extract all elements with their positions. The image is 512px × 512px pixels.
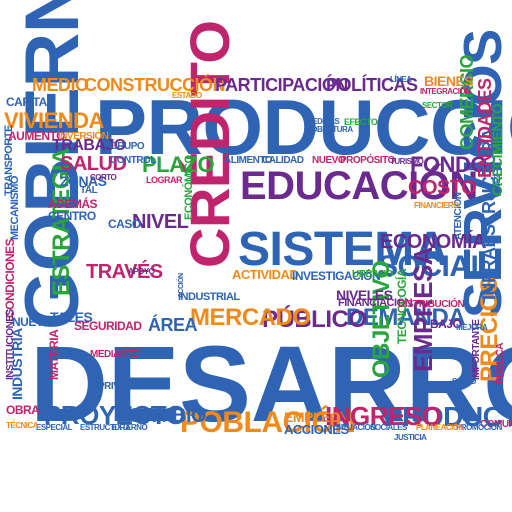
word-seguridad: SEGURIDAD: [74, 319, 142, 333]
word-salud: SALUD: [60, 153, 127, 175]
word-comunidad: COMUNIDAD: [480, 419, 512, 430]
word-promocion: PROMOCIÓN: [456, 423, 502, 432]
word-instituciones: INSTITUCIONES: [5, 309, 16, 380]
word-privado: PRIVADO: [98, 381, 140, 392]
word-trabajo: TRABAJO: [52, 137, 126, 154]
word-financiacion: FINANCIACIÓN: [338, 297, 413, 309]
word-sociales: SOCIALES: [370, 423, 407, 432]
word-investigacion: INVESTIGACIÓN: [292, 269, 381, 283]
word-bajo: BAJO: [430, 317, 462, 331]
word-bienes: BIENES: [424, 73, 474, 89]
word-corto: CORTO: [90, 173, 117, 182]
word-politicas: POLÍTICAS: [326, 75, 418, 95]
word-control: CONTROL: [110, 155, 156, 166]
word-mercado: MERCADO: [190, 304, 311, 331]
word-integracion: INTEGRACIÓN: [420, 87, 471, 96]
word-social: SOCIAL: [378, 250, 489, 283]
word-plazo: PLAZO: [142, 152, 215, 177]
word-publico: PÚBLICO: [262, 306, 367, 333]
word-comercio: COMERCIO: [457, 55, 477, 150]
word-area: ÁREA: [148, 315, 198, 335]
word-economico: ECONÓMICO: [183, 155, 195, 220]
word-ademas: ADEMÁS: [48, 197, 98, 211]
word-inversion: INVERSIÓN: [58, 131, 109, 142]
word-condiciones: CONDICIONES: [3, 238, 17, 318]
word-poblacion: POBLACIÓN: [180, 406, 356, 439]
word-mejora: MEJORA: [456, 323, 488, 332]
word-acciones: ACCIONES: [284, 422, 349, 437]
word-medio: MEDIO: [32, 75, 89, 95]
word-turismo: TURISMO: [390, 157, 424, 166]
word-ingreso: INGRESO: [325, 401, 442, 431]
word-externo: EXTERNO: [112, 423, 148, 432]
word-nivel: NIVEL: [132, 211, 189, 233]
word-tales: TALES: [50, 309, 93, 325]
word-situacion: SITUACIÓN: [336, 423, 376, 432]
word-vez: VEZ: [493, 173, 502, 188]
word-distribucion: DISTRIBUCIÓN: [398, 299, 465, 310]
word-produccion: PRODUCCIÓN: [95, 83, 512, 171]
word-tecnica: TÉCNICA: [6, 421, 39, 430]
word-efecto: EFECTO: [344, 117, 378, 127]
word-atencion: ATENCIÓN: [453, 192, 464, 240]
word-grupo: GRUPO: [110, 141, 145, 152]
word-costo: COSTO: [408, 177, 477, 199]
word-educacion: EDUCACIÓN: [240, 164, 478, 208]
word-justicia: JUSTICIA: [394, 433, 427, 442]
word-caso: CASO: [108, 217, 141, 231]
word-estructura: ESTRUCTURA: [80, 423, 131, 432]
word-linea: LÍNEA: [390, 75, 412, 84]
word-empleo: EMPLEO: [284, 409, 341, 425]
word-credito: CRÉDITO: [178, 20, 241, 269]
word-accion: ACCIÓN: [178, 273, 185, 298]
word-cobertura: COBERTURA: [306, 125, 353, 134]
word-alimento: ALIMENTO: [224, 155, 273, 166]
word-cambio: CAMBIO: [128, 405, 207, 427]
word-demanda: DEMANDA: [346, 304, 466, 331]
word-capital: CAPITAL: [6, 95, 54, 109]
word-mediante: MEDIANTE: [90, 349, 139, 360]
word-economia: ECONOMÍA: [380, 231, 487, 253]
word-nueva: NUEVA: [12, 315, 51, 329]
word-estado: ESTADO: [172, 91, 202, 100]
word-apoyo: APOYO: [128, 267, 155, 276]
word-financiero: FINANCIERO: [414, 201, 459, 210]
word-actividad: ACTIVIDAD: [232, 267, 299, 282]
word-centro: CENTRO: [48, 209, 96, 223]
word-salto: SALTO: [452, 377, 476, 386]
word-industrial: INDUSTRIAL: [178, 291, 240, 303]
word-obra: OBRA: [6, 403, 40, 417]
word-proyecto: PROYECTO: [44, 400, 186, 430]
word-sistema: SISTEMA: [238, 223, 448, 276]
word-tal: TAL: [80, 185, 98, 196]
word-proposito: PROPÓSITO: [340, 155, 395, 166]
word-materia: MATERIA: [47, 329, 61, 380]
word-aumento: AUMENTO: [8, 129, 65, 143]
word-construccion: CONSTRUCCIÓN: [84, 75, 226, 95]
word-planeacion: PLANEACIÓN: [416, 423, 464, 432]
word-especial: ESPECIAL: [36, 423, 73, 432]
word-sector: SECTOR: [422, 101, 453, 110]
word-producto: PRODUCTO: [384, 401, 512, 432]
word-traves: TRAVÉS: [86, 261, 163, 283]
word-participacion: PARTICIPACIÓN: [215, 75, 348, 95]
word-lograr: LOGRAR: [146, 175, 183, 185]
word-niveles: NIVELES: [336, 287, 393, 303]
word-desarrollo: DESARROLLO: [30, 323, 512, 444]
word-calidad: CALIDAD: [262, 155, 304, 166]
word-vivienda: VIVIENDA: [4, 108, 104, 133]
word-fondo: FONDO: [410, 152, 487, 177]
word-publica: PÚBLICA: [495, 343, 506, 384]
word-zonas: ZONAS: [60, 173, 107, 189]
word-urbano: URBANO: [352, 269, 393, 280]
word-nuevo: NUEVO: [312, 155, 346, 166]
word-medidas: MEDIDAS: [306, 117, 340, 126]
